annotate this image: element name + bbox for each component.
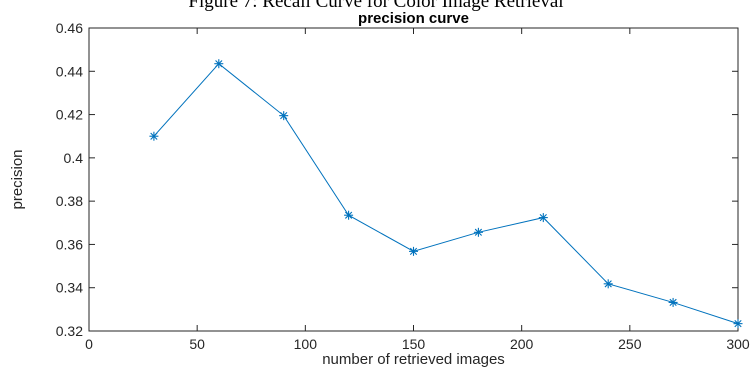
data-point-asterisk — [668, 297, 678, 307]
series-line — [153, 63, 739, 325]
x-tick-label: 300 — [726, 336, 750, 352]
axis-ticks: 0 50 100 150 200 250 300 0.32 0.34 0.36 0.38 0.4 0.4… — [56, 20, 750, 352]
chart-title: precision curve — [358, 10, 469, 27]
data-point-asterisk — [733, 319, 743, 329]
data-point-asterisk — [473, 227, 483, 237]
data-point-asterisk — [214, 59, 224, 69]
data-point-asterisk — [409, 246, 418, 256]
x-tick-label: 250 — [618, 336, 642, 352]
y-tick-label: 0.4 — [64, 150, 84, 166]
figure-caption: Figure 7: Recall Curve for Color Image R… — [188, 0, 564, 12]
data-point-asterisk — [344, 210, 354, 220]
data-point-asterisk — [603, 279, 613, 289]
data-point-asterisk — [538, 213, 548, 223]
x-tick-label: 200 — [510, 336, 534, 352]
x-tick-label: 150 — [402, 336, 426, 352]
x-tick-label: 100 — [294, 336, 318, 352]
x-tick-label: 50 — [189, 336, 205, 352]
y-tick-label: 0.46 — [56, 20, 83, 36]
data-point-asterisk — [279, 111, 289, 121]
data-point-asterisk — [149, 131, 159, 141]
y-tick-label: 0.42 — [56, 107, 83, 123]
y-axis-label: precision — [9, 149, 26, 209]
y-tick-label: 0.38 — [56, 193, 83, 209]
data-series — [149, 59, 743, 329]
y-tick-label: 0.32 — [56, 323, 83, 339]
x-tick-label: 0 — [85, 336, 93, 352]
y-tick-label: 0.44 — [56, 63, 83, 79]
y-tick-label: 0.34 — [56, 280, 83, 296]
plot-area — [88, 27, 739, 332]
y-tick-label: 0.36 — [56, 236, 83, 252]
x-axis-label: number of retrieved images — [322, 351, 505, 368]
